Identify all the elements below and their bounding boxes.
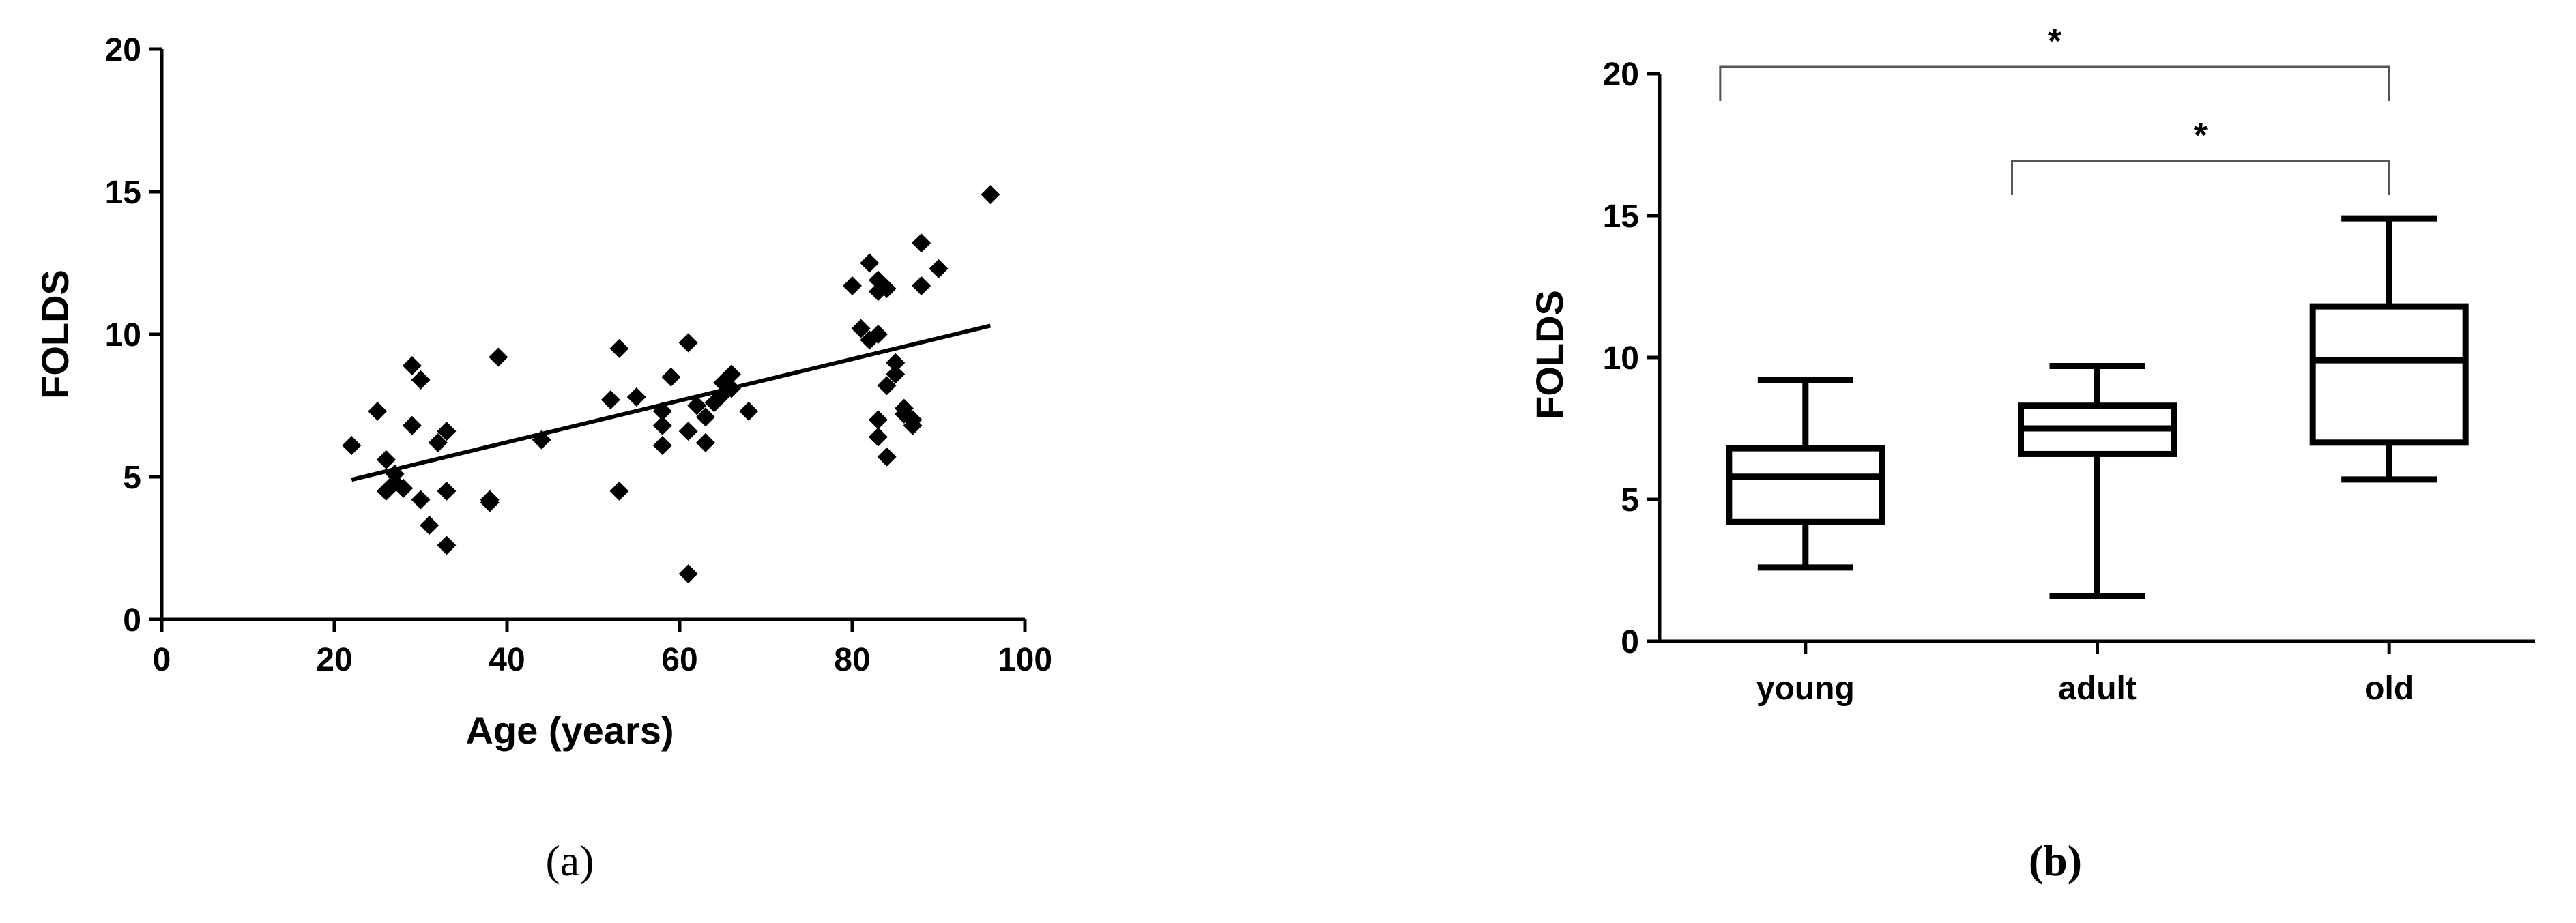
scatter-point [609,481,629,501]
box-iqr [2309,303,2469,446]
scatter-y-axis-title: FOLDS [33,269,76,399]
boxplot-y-tick-label: 20 [1603,57,1639,93]
boxplot-axes: 0 5 10 15 20 young adult old [1603,57,2535,707]
scatter-point [868,427,888,447]
scatter-point [437,481,457,501]
significance-bracket [1719,65,2390,101]
scatter-point [843,276,862,295]
scatter-axes: 0 5 10 15 20 0 20 40 60 80 100 [105,32,1052,678]
scatter-point [411,490,431,510]
significance-label: * [2194,116,2208,156]
scatter-point [981,185,1000,205]
scatter-point [851,319,871,338]
boxplot-y-tick-label: 15 [1603,199,1639,235]
scatter-y-tick-label: 10 [105,317,141,353]
scatter-x-axis-title: Age (years) [465,709,674,752]
scatter-point [886,353,906,372]
scatter-point [912,233,931,253]
scatter-point [600,390,620,410]
scatter-point [437,422,457,441]
box-old [2309,215,2469,483]
boxplot-y-axis-title: FOLDS [1528,290,1571,420]
scatter-x-tick-label: 20 [316,642,352,678]
scatter-point [480,493,500,512]
scatter-y-tick-label: 20 [105,32,141,68]
scatter-point [695,407,715,427]
scatter-x-tick-label: 60 [661,642,697,678]
boxplot-y-tick-label: 10 [1603,340,1639,377]
scatter-point [868,410,888,430]
scatter-y-tick-label: 15 [105,175,141,211]
box-iqr [1726,445,1885,525]
scatter-point [411,370,431,390]
significance-label: * [2048,22,2062,61]
scatter-point [912,276,931,295]
scatter-point [609,338,629,358]
scatter-point [678,333,698,353]
scatter-point [342,436,362,456]
scatter-point [402,415,422,435]
scatter-point [877,376,897,396]
scatter-point [394,478,414,498]
scatter-point [489,347,508,367]
significance-brackets: ** [1719,22,2390,195]
scatter-point [886,364,906,384]
scatter-point [695,433,715,452]
scatter-x-tick-label: 40 [489,642,525,678]
scatter-point [402,355,422,375]
boxplot-y-tick-label: 0 [1621,624,1639,660]
scatter-point [929,259,949,278]
scatter-point [687,396,707,415]
scatter-point [868,325,888,344]
scatter-point [877,279,897,299]
scatter-point [626,387,646,407]
scatter-point [903,415,923,435]
scatter-point [678,564,698,584]
scatter-point [437,536,457,555]
scatter-points [342,185,1000,584]
panel-label-b: (b) [2029,836,2082,885]
box-young [1726,377,1885,571]
scatter-x-tick-label: 80 [834,642,870,678]
scatter-point [678,422,698,441]
scatter-point [860,253,880,273]
scatter-point [420,516,439,536]
scatter-point [428,433,448,452]
scatter-panel: 0 5 10 15 20 0 20 40 60 80 100 Age (years) FOLDS (… [33,32,1052,885]
scatter-y-tick-label: 5 [123,460,141,496]
scatter-point [721,364,741,384]
scatter-point [739,401,759,421]
boxplot-category-label: adult [2058,671,2137,707]
box-adult [2018,362,2177,599]
scatter-point [652,415,672,435]
scatter-point [877,447,897,467]
scatter-point [652,436,672,456]
scatter-y-tick-label: 0 [123,602,141,639]
panel-label-a: (a) [545,836,594,885]
boxplot-category-label: young [1756,671,1855,707]
boxplot-y-tick-label: 5 [1621,482,1639,518]
regression-line [351,323,992,482]
significance-bracket [2011,160,2390,195]
scatter-point [368,401,388,421]
scatter-point [376,450,396,469]
scatter-x-tick-label: 0 [153,642,171,678]
boxplot-boxes [1726,215,2469,599]
regression-line-group [351,323,992,482]
scatter-point [661,367,681,387]
scatter-x-tick-label: 100 [998,642,1052,678]
boxplot-category-label: old [2364,671,2414,707]
